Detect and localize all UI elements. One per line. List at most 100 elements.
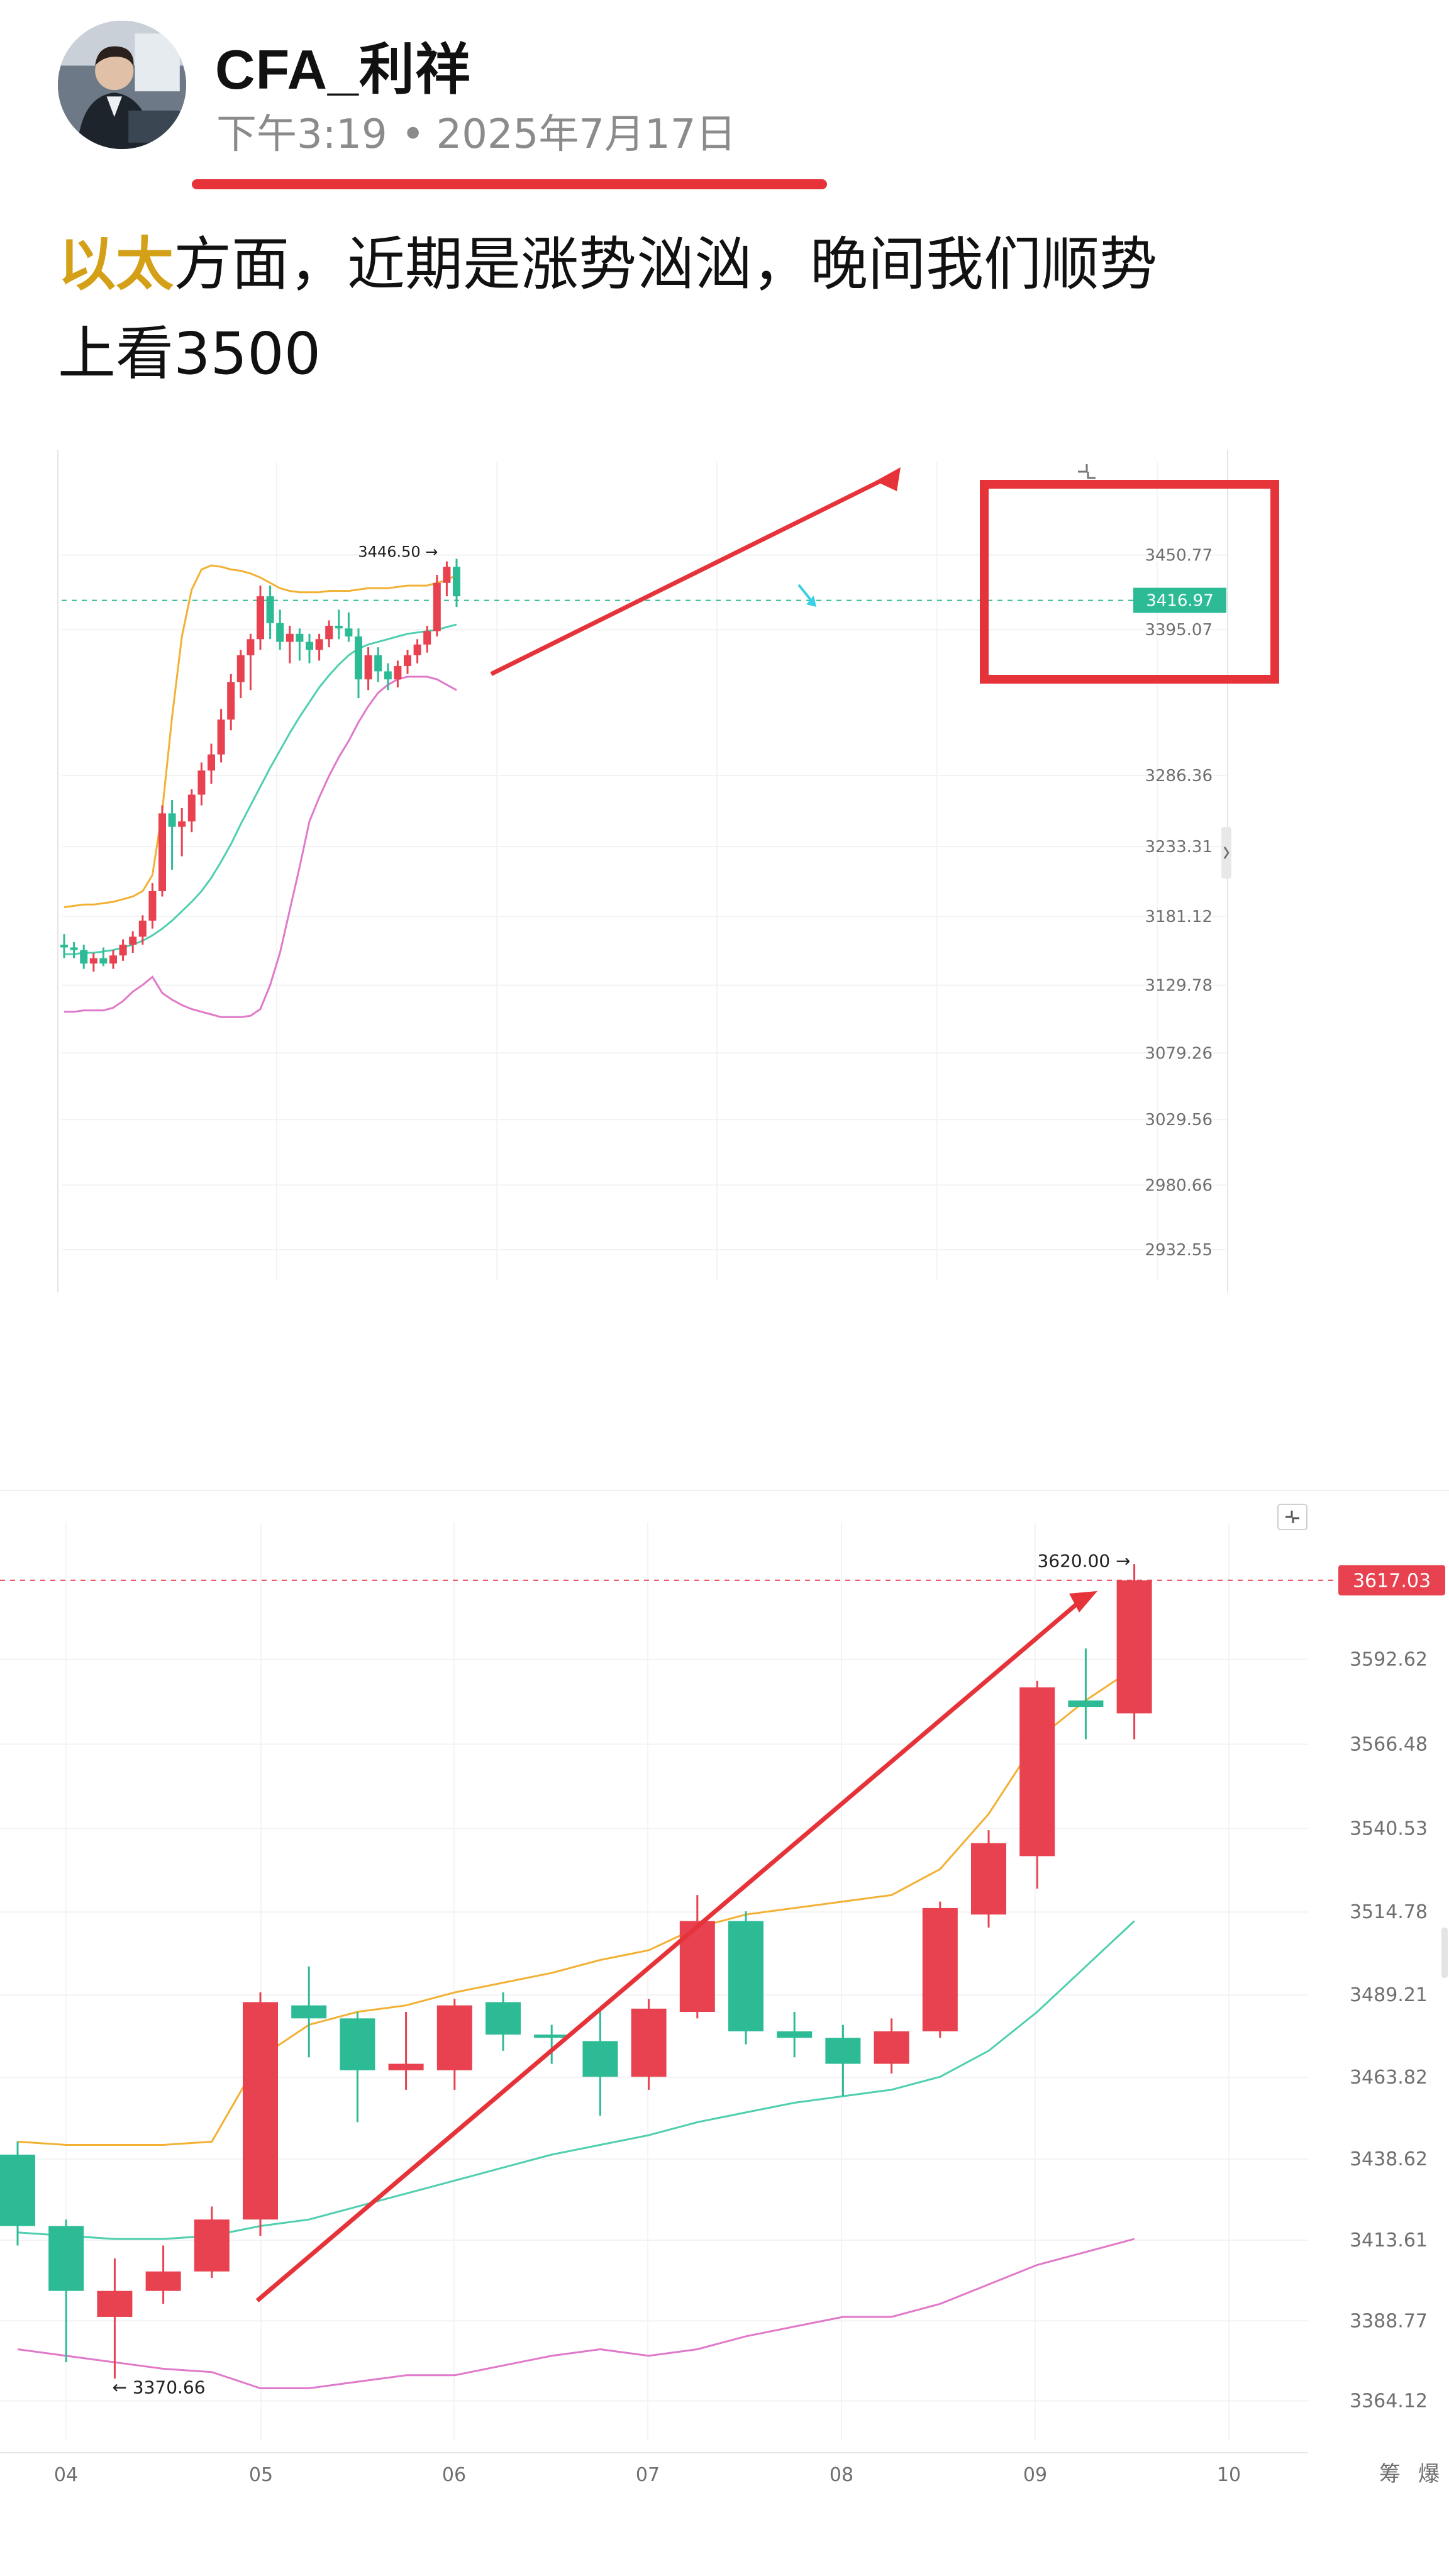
chart1-candle: [335, 626, 343, 629]
chart1-candle: [453, 567, 460, 597]
chart1-lower-band-line: [64, 675, 457, 1018]
chart2-x-tick-label: 08: [830, 2464, 853, 2486]
post-text-line1: 方面，近期是涨势汹汹，晚间我们顺势: [174, 231, 1158, 298]
chart2-y-tick-label: 3413.61: [1350, 2229, 1428, 2251]
chart1-candle: [364, 655, 372, 680]
chart1-candle: [138, 920, 147, 937]
chart1-candle: [394, 665, 402, 680]
chart1-background: [57, 450, 1302, 1292]
chart1-candle: [208, 754, 215, 771]
chart1-candle: [286, 633, 294, 642]
chart2-candle: [194, 2219, 230, 2272]
chart2-candle: [582, 2041, 618, 2077]
chart1-candle: [217, 719, 225, 755]
chart2-current-price-text: 3617.03: [1353, 1570, 1431, 1592]
chart2-candle: [486, 2002, 521, 2035]
highlight-text: 以太: [58, 231, 174, 298]
chart1-candle: [306, 641, 313, 650]
chart2-candle: [145, 2271, 181, 2291]
chart2-bottom-label: 爆: [1418, 2462, 1440, 2487]
chart1-candle: [119, 945, 127, 956]
chart2-candle: [48, 2226, 84, 2291]
chart2-candle: [97, 2290, 133, 2317]
annotation-down-arrow-head: [806, 596, 816, 607]
chart1-candle: [266, 596, 274, 623]
scroll-handle: [1441, 1928, 1448, 1978]
chart1-y-tick-label: 3395.07: [1145, 621, 1213, 640]
annotation-up-arrow-line: [490, 472, 894, 676]
chart2-candle: [874, 2031, 909, 2064]
chart2-candle: [0, 2155, 35, 2226]
chart1-candle: [433, 582, 441, 631]
chart2-candle: [1019, 1687, 1055, 1857]
chart2-candle: [1116, 1580, 1152, 1714]
annotation-red-box: [980, 480, 1279, 684]
chart2-y-tick-label: 3540.53: [1350, 1818, 1428, 1840]
chart2-x-tick-label: 10: [1217, 2464, 1241, 2486]
chart1-candle: [384, 671, 392, 680]
fullscreen-icon: [1078, 464, 1096, 479]
annotation-trend-arrow-line: [255, 1598, 1084, 2302]
chart1-candle: [80, 950, 88, 964]
chart1-upper-band-line: [64, 564, 457, 908]
chart1-candle: [355, 636, 362, 680]
eth-chart-1[interactable]: 3450.77 3395.07 3286.36 3233.31 3181.12 3129.…: [57, 450, 1302, 1292]
post-meta: 下午3:19 • 2025年7月17日: [216, 102, 736, 160]
chart2-candle: [388, 2063, 424, 2070]
chart2-candle: [922, 1907, 958, 2031]
chart1-y-tick-label: 3286.36: [1145, 767, 1213, 786]
chart2-y-tick-label: 3489.21: [1350, 1984, 1428, 2006]
chart1-y-tick-label: 3079.26: [1145, 1044, 1213, 1063]
chart1-candle: [247, 639, 255, 655]
chart2-y-tick-label: 3514.78: [1350, 1901, 1428, 1923]
chart2-candle: [777, 2031, 813, 2038]
chart2-candle: [631, 2008, 667, 2077]
post-time: 下午3:19: [216, 111, 387, 158]
chart1-y-tick-label: 3181.12: [1145, 908, 1213, 926]
chart2-current-price-tag: [1338, 1565, 1445, 1596]
author-name[interactable]: CFA_利祥: [215, 38, 471, 101]
chart2-y-tick-label: 3388.77: [1350, 2310, 1428, 2332]
chart2-candle: [1068, 1700, 1104, 1707]
chart1-candle: [197, 770, 206, 795]
eth-chart-2[interactable]: 3592.62 3566.48 3540.53 3514.78 3489.21 3463.…: [0, 1484, 1449, 2528]
chart2-low-label: ← 3370.66: [112, 2377, 205, 2398]
red-underline-annotation: [192, 179, 827, 189]
chart2-candle: [534, 2035, 570, 2038]
chart2-y-tick-label: 3364.12: [1350, 2390, 1428, 2412]
chart1-candle: [315, 639, 323, 650]
chart1-high-label: 3446.50 →: [358, 543, 438, 561]
fullscreen-icon-glyph: [1285, 1511, 1299, 1523]
fullscreen-icon-glyph: [1078, 464, 1096, 479]
chart1-candle: [413, 644, 421, 655]
chart1-candle: [296, 633, 304, 642]
chart2-candle: [291, 2005, 327, 2019]
chart1-candle: [109, 955, 117, 964]
chart1-y-tick-label: 2980.66: [1145, 1176, 1213, 1195]
chart2-lower-band-line: [17, 2238, 1135, 2389]
scroll-handle-icon: [1221, 827, 1231, 879]
chart1-candle: [70, 947, 78, 950]
chart2-candle: [340, 2018, 375, 2070]
chart2-y-tick-label: 3592.62: [1350, 1649, 1428, 1671]
chart2-bottom-label: 筹: [1379, 2462, 1401, 2487]
avatar-image: [58, 21, 186, 149]
scroll-handle-arrow: [1223, 847, 1230, 859]
chart2-y-tick-label: 3566.48: [1350, 1733, 1428, 1755]
chart2-candle: [728, 1921, 763, 2031]
chart1-candle: [178, 821, 186, 827]
chart1-y-tick-label: 3029.56: [1145, 1111, 1213, 1130]
chart1-candle: [129, 936, 137, 945]
chart2-x-tick-label: 05: [249, 2464, 273, 2486]
chart1-y-tick-label: 3233.31: [1145, 838, 1213, 857]
avatar[interactable]: [58, 21, 186, 149]
chart1-candle: [325, 626, 333, 640]
chart1-candle: [89, 958, 97, 964]
chart1-candle: [276, 623, 284, 642]
chart2-upper-band-line: [17, 1667, 1135, 2146]
annotation-down-arrow-line: [797, 584, 813, 602]
chart2-candle: [971, 1843, 1006, 1915]
chart1-middle-band-line: [64, 623, 457, 955]
chart2-high-label: 3620.00 →: [1037, 1550, 1130, 1571]
chart1-candle: [148, 891, 157, 921]
